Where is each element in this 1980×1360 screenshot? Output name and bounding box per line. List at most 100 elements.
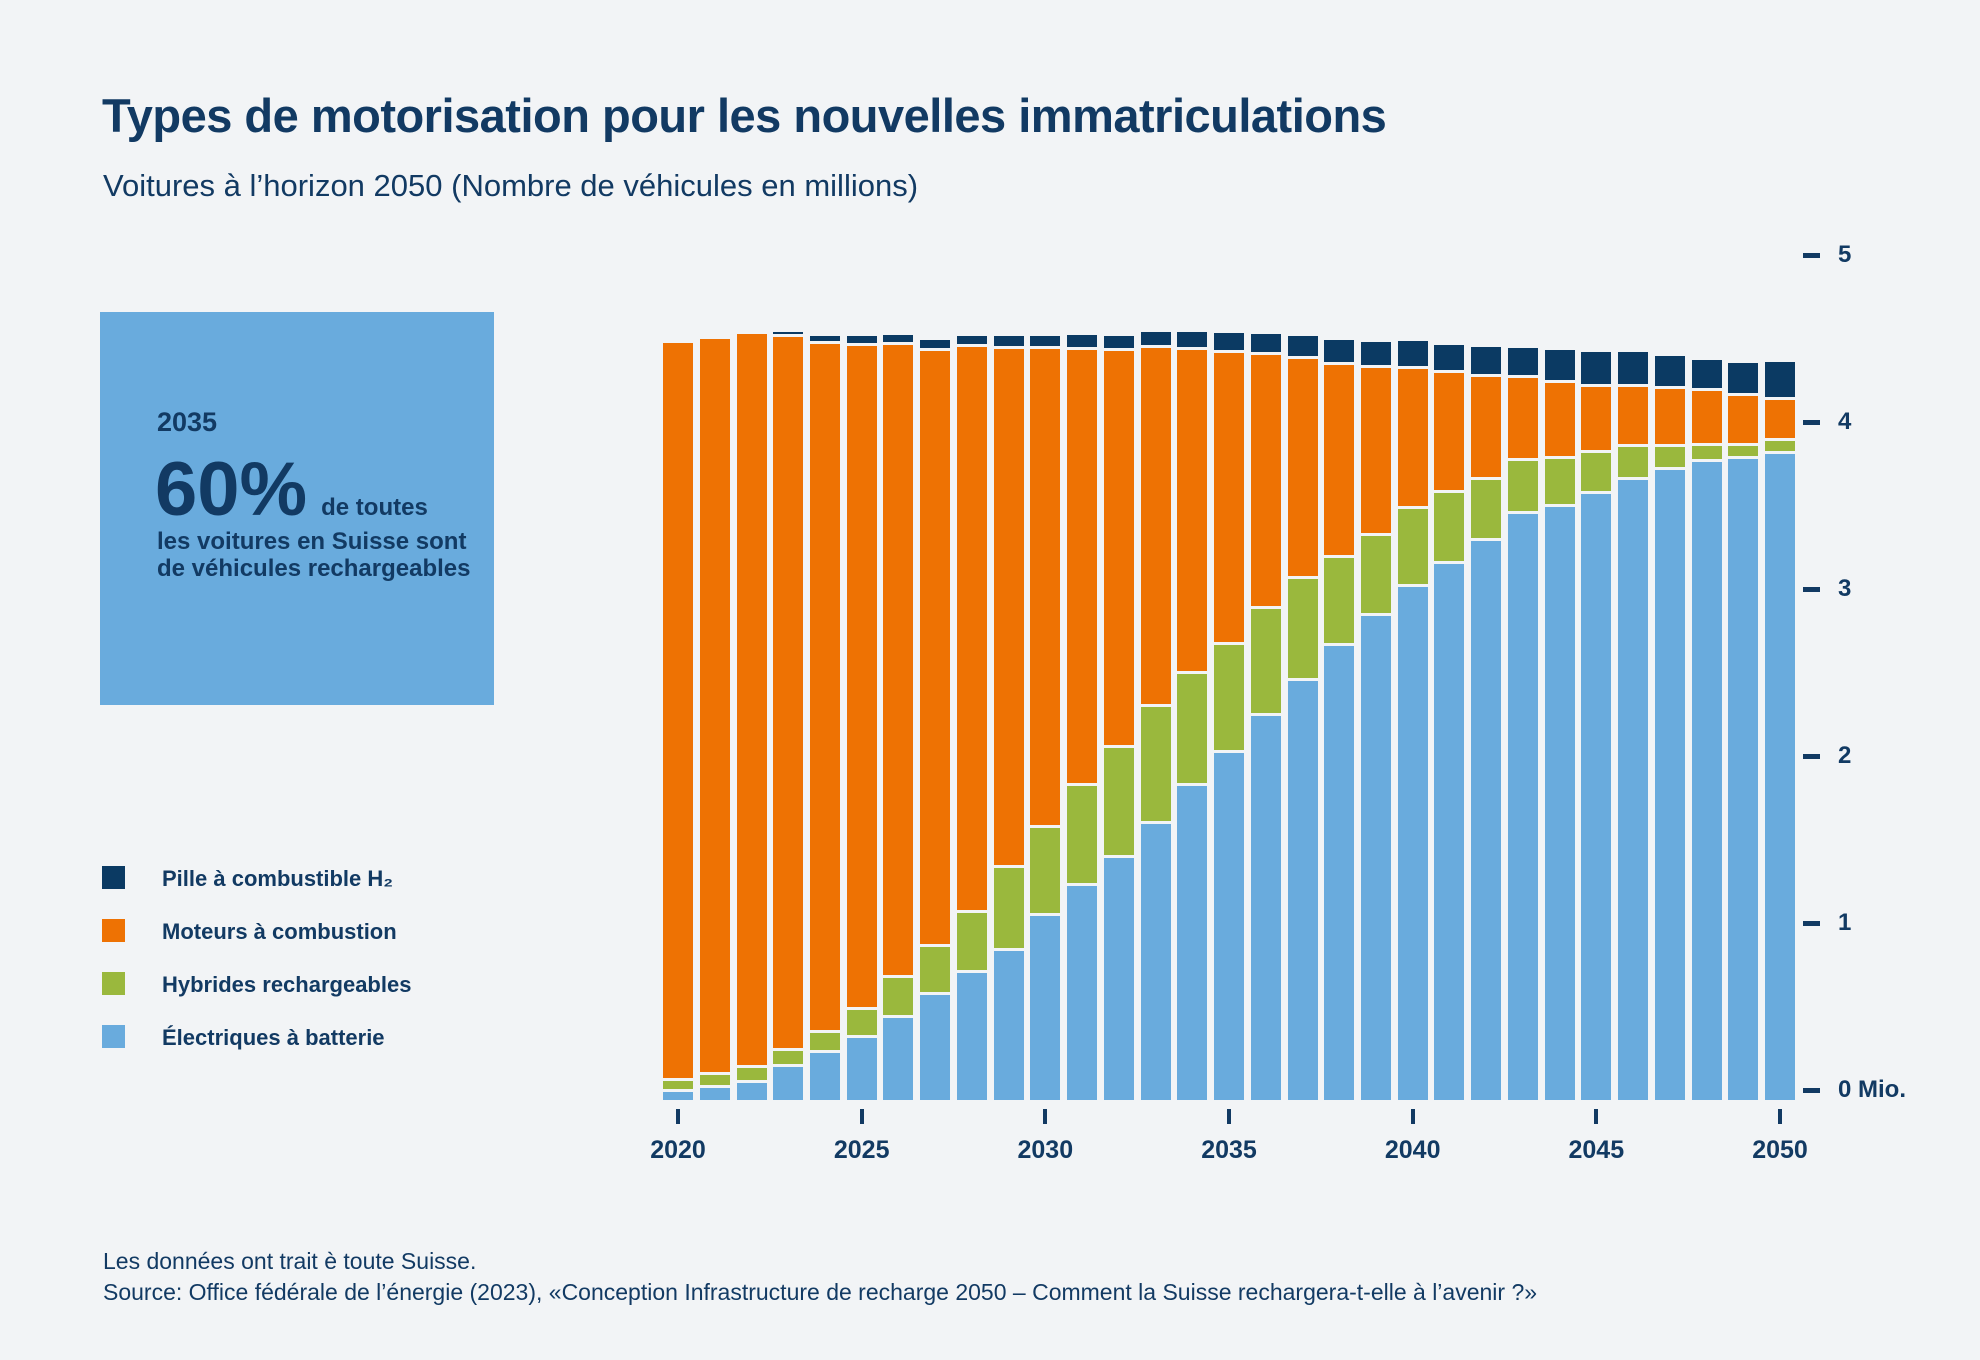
bar-segment-2039-h2 [1360, 342, 1391, 365]
bar-segment-2030-bev [1030, 916, 1061, 1100]
bar-segment-2048-bev [1691, 462, 1722, 1100]
x-axis-tick-2045 [1594, 1109, 1599, 1124]
y-axis-label-3: 3 [1838, 575, 1852, 602]
bar-segment-2040-bev [1397, 587, 1428, 1100]
footer: Les données ont trait è toute Suisse. So… [103, 1246, 1537, 1308]
bar-segment-2022-bev [736, 1083, 767, 1100]
bar-segment-2043-ice [1507, 378, 1538, 458]
bar-segment-2046-h2 [1618, 352, 1649, 384]
bar-segment-2039-ice [1360, 368, 1391, 533]
callout-suffix: de toutes [321, 494, 428, 521]
legend-label-ice: Moteurs à combustion [162, 919, 397, 944]
footer-note: Les données ont trait è toute Suisse. [103, 1248, 477, 1274]
legend-swatch-ice-icon [102, 919, 125, 942]
bar-segment-2026-ice [883, 345, 914, 975]
legend-label-phev: Hybrides rechargeables [162, 972, 412, 997]
bar-segment-2028-h2 [956, 336, 987, 344]
bar-segment-2022-ice [736, 334, 767, 1065]
bar-segment-2045-phev [1581, 453, 1612, 491]
bar-segment-2027-phev [920, 947, 951, 992]
bar-segment-2041-bev [1434, 564, 1465, 1100]
y-axis-label-4: 4 [1838, 408, 1852, 435]
bar-segment-2036-phev [1250, 609, 1281, 713]
bar-segment-2023-h2 [773, 332, 804, 334]
bar-segment-2043-phev [1507, 461, 1538, 511]
bar-segment-2029-phev [993, 868, 1024, 948]
bar-segment-2044-ice [1544, 383, 1575, 456]
legend: Pille à combustible H₂ Moteurs à combust… [100, 866, 520, 1078]
bar-segment-2033-bev [1140, 824, 1171, 1100]
bar-segment-2050-ice [1765, 400, 1795, 438]
bar-segment-2024-bev [809, 1053, 840, 1100]
bar-segment-2048-ice [1691, 391, 1722, 443]
bar-segment-2047-bev [1654, 470, 1685, 1100]
bar-segment-2047-h2 [1654, 356, 1685, 386]
bar-segment-2047-phev [1654, 447, 1685, 467]
bar-segment-2040-phev [1397, 509, 1428, 584]
bar-segment-2044-bev [1544, 507, 1575, 1100]
bar-segment-2025-h2 [846, 336, 877, 343]
bar-segment-2049-bev [1728, 459, 1759, 1100]
bar-segment-2048-phev [1691, 446, 1722, 459]
bar-segment-2044-phev [1544, 459, 1575, 504]
bar-segment-2050-phev [1765, 441, 1795, 451]
bar-segment-2031-phev [1067, 786, 1098, 883]
bar-segment-2038-phev [1324, 558, 1355, 643]
highlight-callout-box: 2035 60% de toutes les voitures en Suiss… [100, 312, 494, 705]
bar-segment-2038-ice [1324, 365, 1355, 555]
bar-segment-2033-ice [1140, 348, 1171, 704]
bar-segment-2026-bev [883, 1018, 914, 1100]
bar-segment-2045-bev [1581, 494, 1612, 1100]
bar-segment-2034-h2 [1177, 332, 1208, 347]
x-axis-tick-2030 [1043, 1109, 1048, 1124]
y-axis-label-5: 5 [1838, 241, 1852, 268]
bar-segment-2036-bev [1250, 716, 1281, 1100]
bar-segment-2041-ice [1434, 373, 1465, 490]
y-axis-tick-5 [1803, 253, 1820, 258]
x-axis-label-2040: 2040 [1384, 1136, 1441, 1164]
bar-segment-2034-ice [1177, 350, 1208, 671]
bar-segment-2028-bev [956, 973, 987, 1100]
bar-segment-2039-bev [1360, 616, 1391, 1100]
legend-swatch-phev-icon [102, 972, 125, 995]
y-axis-tick-3 [1803, 587, 1820, 592]
legend-item-ice: Moteurs à combustion [100, 919, 520, 972]
bar-segment-2025-bev [846, 1038, 877, 1100]
bar-segment-2042-phev [1471, 480, 1502, 538]
bar-segment-2036-h2 [1250, 334, 1281, 352]
bar-segment-2025-phev [846, 1010, 877, 1035]
legend-swatch-bev-icon [102, 1025, 125, 1048]
bar-segment-2032-bev [1103, 858, 1134, 1100]
bar-segment-2037-h2 [1287, 336, 1318, 356]
bar-segment-2040-h2 [1397, 341, 1428, 366]
bar-segment-2033-phev [1140, 707, 1171, 821]
bar-segment-2029-ice [993, 349, 1024, 865]
bar-segment-2045-ice [1581, 387, 1612, 450]
x-axis-label-2025: 2025 [833, 1136, 890, 1164]
bar-segment-2027-bev [920, 995, 951, 1100]
bar-segment-2042-h2 [1471, 347, 1502, 374]
bar-segment-2038-h2 [1324, 340, 1355, 362]
bar-segment-2032-h2 [1103, 336, 1134, 348]
bar-segment-2028-phev [956, 913, 987, 970]
bar-segment-2050-bev [1765, 454, 1795, 1100]
bar-segment-2024-h2 [809, 336, 840, 341]
bar-segment-2030-ice [1030, 349, 1061, 825]
bar-segment-2035-phev [1214, 645, 1244, 750]
bar-segment-2029-bev [993, 951, 1024, 1100]
bar-segment-2046-phev [1618, 447, 1649, 477]
bar-segment-2042-ice [1471, 377, 1502, 477]
y-axis-label-0: 0 Mio. [1838, 1076, 1907, 1103]
bar-segment-2020-bev [663, 1092, 693, 1100]
bar-segment-2034-phev [1177, 674, 1208, 783]
bar-segment-2027-h2 [920, 340, 951, 348]
bar-segment-2024-phev [809, 1033, 840, 1050]
bar-segment-2025-ice [846, 346, 877, 1007]
bar-segment-2023-bev [773, 1067, 804, 1100]
y-axis-tick-1 [1803, 921, 1820, 926]
bar-segment-2046-bev [1618, 480, 1649, 1100]
bar-segment-2043-bev [1507, 514, 1538, 1100]
bar-segment-2029-h2 [993, 336, 1024, 346]
bar-segment-2028-ice [956, 347, 987, 910]
callout-big-row: 60% de toutes [155, 450, 428, 530]
